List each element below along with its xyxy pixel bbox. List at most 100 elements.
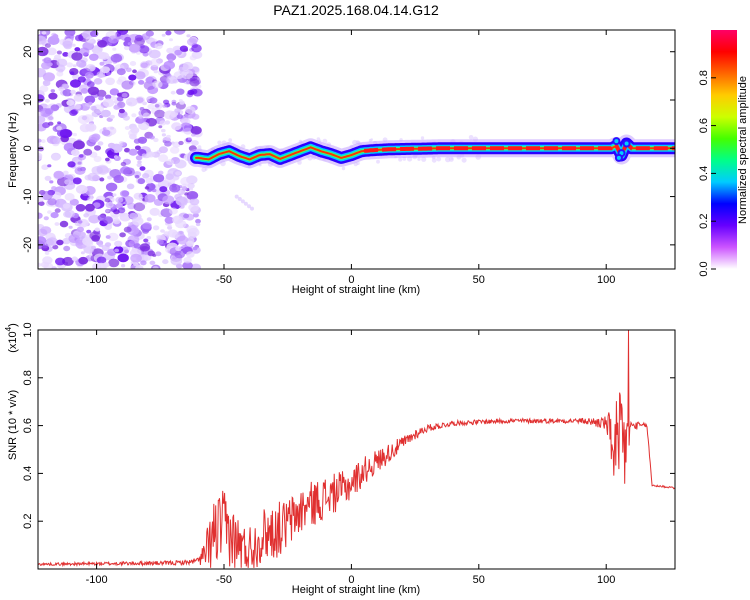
noise-point xyxy=(105,94,112,100)
noise-point xyxy=(134,174,140,179)
noise-point xyxy=(190,126,202,135)
noise-point xyxy=(145,177,154,184)
noise-point xyxy=(240,199,245,204)
noise-point xyxy=(97,141,104,146)
noise-point xyxy=(85,36,95,44)
noise-point xyxy=(126,183,135,190)
noise-point xyxy=(59,220,69,228)
noise-point xyxy=(128,148,138,156)
noise-point xyxy=(155,251,162,257)
noise-point xyxy=(166,53,177,61)
colorbar-tick-label: 0.6 xyxy=(698,118,710,133)
noise-point xyxy=(139,243,151,252)
noise-point xyxy=(137,160,142,164)
noise-point xyxy=(38,142,41,147)
noise-point xyxy=(46,237,58,246)
noise-point xyxy=(175,219,187,229)
snr-y-multiplier: (x104) xyxy=(4,323,19,353)
noise-point xyxy=(237,197,242,201)
noise-point xyxy=(140,260,147,266)
noise-point xyxy=(102,98,115,108)
noise-point xyxy=(162,195,175,205)
noise-point xyxy=(175,196,188,207)
noise-point xyxy=(52,244,59,250)
x-tick-label: 100 xyxy=(597,274,615,286)
noise-point xyxy=(421,156,427,162)
noise-point xyxy=(119,190,130,198)
noise-point xyxy=(85,123,97,132)
noise-point xyxy=(156,234,161,239)
noise-point xyxy=(129,212,138,219)
noise-point xyxy=(38,228,48,237)
noise-point xyxy=(96,165,109,175)
noise-point xyxy=(62,256,74,266)
noise-point xyxy=(142,228,150,234)
y-tick-label: -20 xyxy=(22,237,34,253)
noise-point xyxy=(86,81,95,88)
noise-point xyxy=(63,245,71,252)
snr-y-multiplier-base: (x10 xyxy=(7,331,19,352)
noise-point xyxy=(341,166,346,171)
noise-point xyxy=(180,176,193,186)
noise-point xyxy=(431,157,437,163)
spectrogram-frame xyxy=(37,29,676,270)
noise-point xyxy=(118,108,125,114)
noise-point xyxy=(163,60,175,70)
noise-point xyxy=(41,31,47,35)
noise-point xyxy=(64,179,72,185)
noise-point xyxy=(186,251,195,258)
noise-point xyxy=(107,232,119,242)
noise-point xyxy=(83,148,93,156)
colorbar-bar xyxy=(711,30,737,269)
noise-point xyxy=(121,264,126,268)
noise-point xyxy=(38,196,44,202)
noise-point xyxy=(44,43,51,48)
noise-point xyxy=(149,97,158,104)
noise-point xyxy=(69,109,78,116)
noise-point xyxy=(109,88,120,96)
spectrogram-y-ticks: 20 10 0 -10 -20 xyxy=(22,46,675,253)
colorbar-tick-label: 0.4 xyxy=(698,166,710,181)
noise-point xyxy=(195,222,201,227)
noise-point xyxy=(125,67,132,73)
noise-point xyxy=(78,256,89,265)
noise-point xyxy=(153,69,158,74)
noise-point xyxy=(158,125,163,129)
y-tick-label: 0.8 xyxy=(22,370,34,385)
noise-point xyxy=(98,96,104,101)
ridge-layer-4 xyxy=(195,142,675,161)
y-tick-label: 20 xyxy=(22,46,34,58)
noise-point xyxy=(136,97,144,103)
noise-point xyxy=(47,210,52,214)
noise-point xyxy=(185,106,196,115)
noise-point xyxy=(140,62,148,68)
noise-point xyxy=(56,239,64,246)
noise-point xyxy=(105,77,115,86)
noise-point xyxy=(141,153,147,157)
noise-point xyxy=(188,191,199,200)
noise-point xyxy=(62,203,71,209)
noise-point xyxy=(113,104,120,110)
noise-point xyxy=(52,137,62,145)
noise-point xyxy=(96,256,107,264)
noise-point xyxy=(48,92,58,100)
noise-point xyxy=(169,183,181,193)
noise-point xyxy=(190,88,198,95)
noise-point xyxy=(58,86,65,92)
noise-point xyxy=(38,115,46,124)
colorbar: 0.0 0.2 0.4 0.6 0.8 Normalized spectral ampl… xyxy=(698,30,749,277)
noise-point xyxy=(139,166,146,171)
noise-point xyxy=(160,229,165,233)
noise-point xyxy=(129,133,137,140)
noise-point xyxy=(101,129,111,136)
noise-point xyxy=(189,55,197,61)
noise-point xyxy=(250,206,254,211)
noise-point xyxy=(42,72,56,82)
noise-point xyxy=(62,89,72,97)
noise-point xyxy=(163,110,176,120)
noise-point xyxy=(66,62,74,68)
noise-point xyxy=(81,115,88,121)
noise-point xyxy=(186,80,191,85)
noise-point xyxy=(38,224,45,230)
noise-point xyxy=(133,243,141,249)
